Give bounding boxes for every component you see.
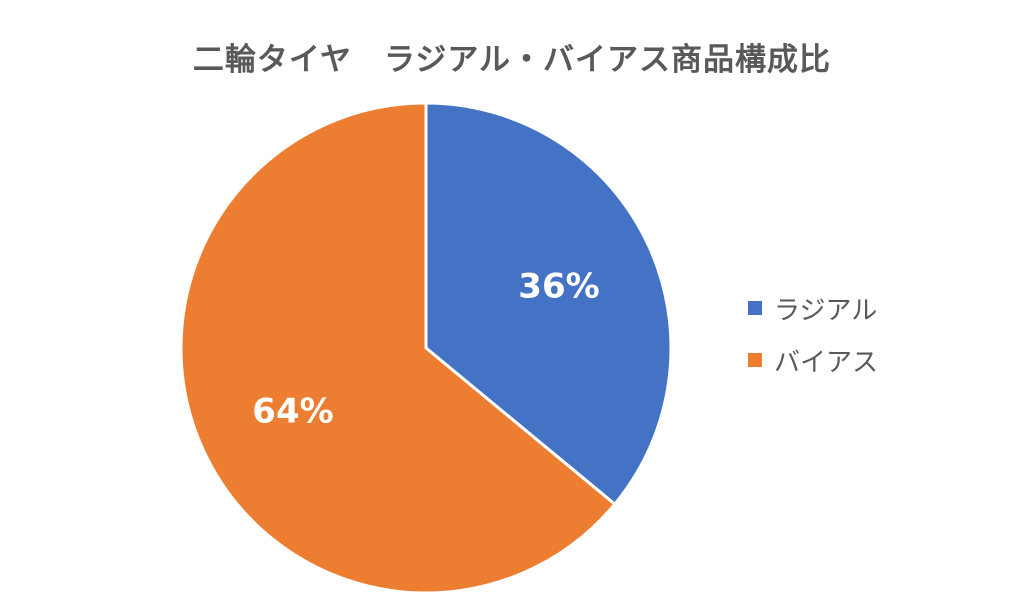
legend-label: ラジアル bbox=[774, 295, 878, 326]
legend-swatch bbox=[748, 353, 762, 367]
data-label-radial: 36% bbox=[518, 266, 599, 306]
legend-item-bias: バイアス bbox=[748, 342, 878, 378]
pie-slice-bias bbox=[179, 101, 617, 595]
pie-slice-radial bbox=[424, 101, 673, 506]
data-label-bias: 64% bbox=[252, 392, 333, 432]
chart-title: 二輪タイヤ ラジアル・バイアス商品構成比 bbox=[192, 42, 832, 78]
legend: ラジアル バイアス bbox=[748, 290, 878, 394]
legend-swatch bbox=[748, 301, 762, 315]
legend-item-radial: ラジアル bbox=[748, 290, 878, 326]
legend-label: バイアス bbox=[774, 347, 879, 378]
